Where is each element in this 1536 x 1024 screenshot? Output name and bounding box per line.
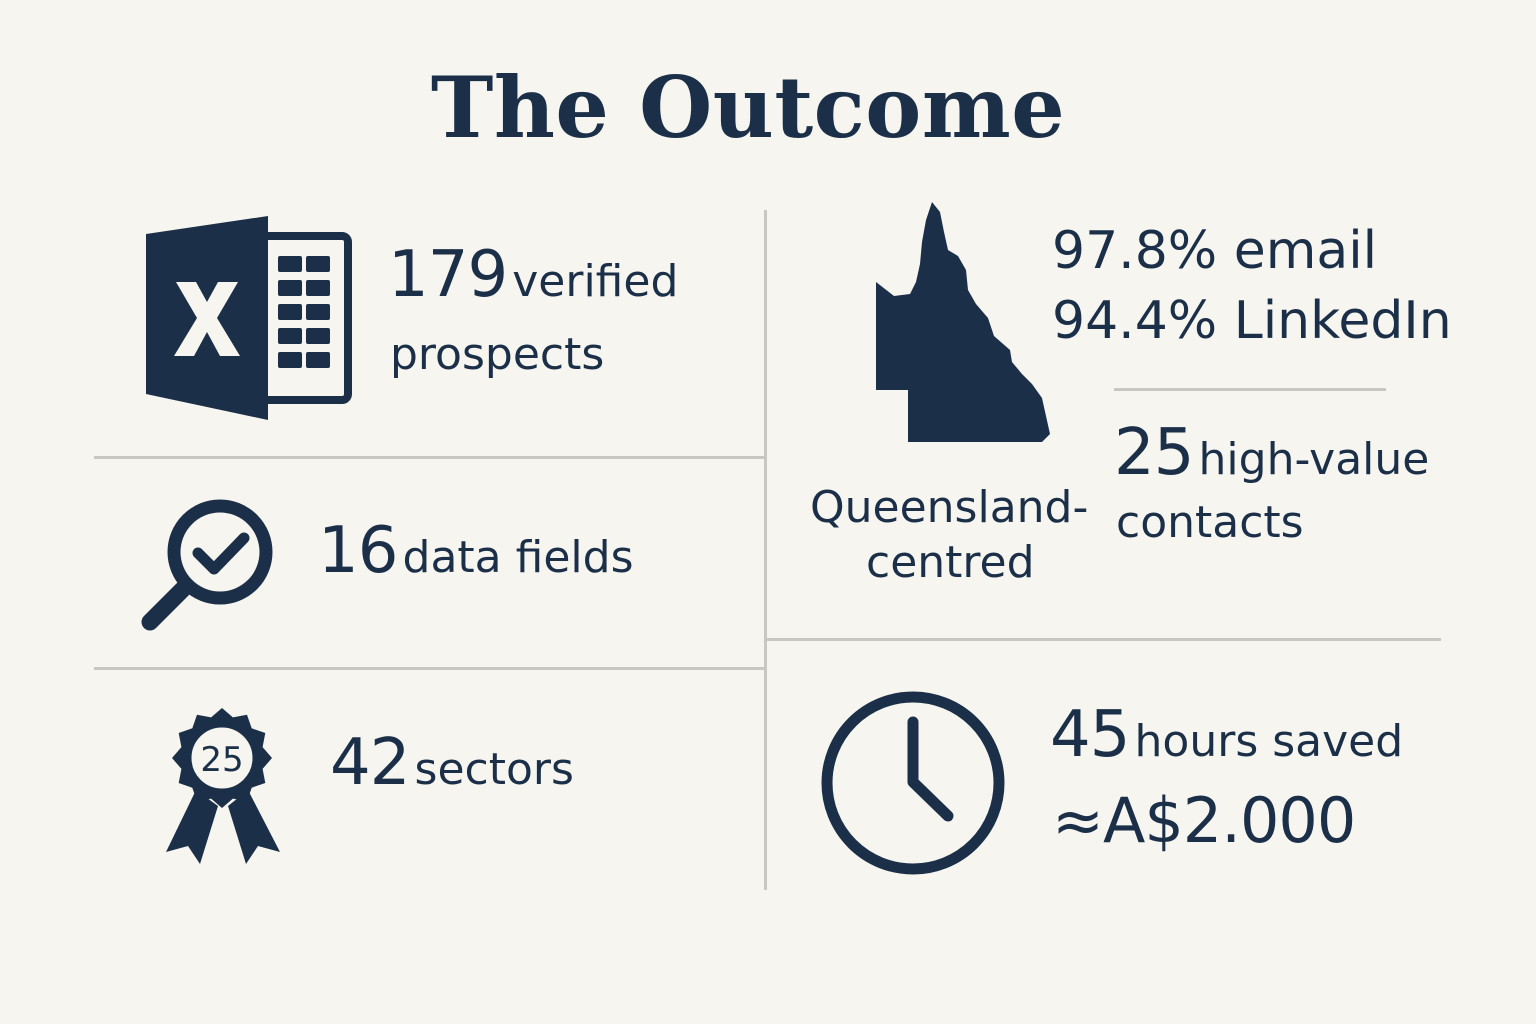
fields-label: data fields	[402, 532, 634, 583]
sectors-stat: 42 sectors	[330, 726, 574, 800]
money-saved: ≈A$2.000	[1052, 784, 1356, 857]
fields-stat: 16 data fields	[318, 514, 634, 588]
contacts-label-line1: high-value	[1198, 434, 1430, 485]
hours-label: hours saved	[1134, 716, 1404, 767]
spreadsheet-icon	[146, 216, 352, 420]
badge-number: 25	[200, 740, 243, 780]
region-label: Queensland- centred	[810, 480, 1110, 590]
fields-count: 16	[318, 514, 398, 588]
sectors-label: sectors	[414, 744, 574, 795]
prospects-label-line1: verified	[512, 256, 679, 307]
right-divider-main	[767, 638, 1441, 641]
prospects-label-line2: prospects	[390, 329, 605, 380]
prospects-count: 179	[388, 238, 508, 312]
award-ribbon-icon: 25	[166, 708, 280, 864]
right-divider-short	[1114, 388, 1386, 391]
page-title: The Outcome	[430, 58, 1066, 157]
contacts-label-line2: contacts	[1116, 497, 1304, 548]
left-divider-1	[94, 456, 764, 459]
magnifier-check-icon	[141, 499, 273, 631]
sectors-count: 42	[330, 726, 410, 800]
contacts-stat: 25 high-value	[1114, 416, 1430, 490]
vertical-divider	[764, 210, 767, 890]
contacts-count: 25	[1114, 416, 1194, 490]
clock-icon	[821, 691, 1005, 875]
left-divider-2	[94, 667, 764, 670]
region-line2: centred	[866, 537, 1035, 588]
linkedin-coverage: 94.4% LinkedIn	[1052, 291, 1452, 351]
email-coverage: 97.8% email	[1052, 221, 1378, 281]
prospects-stat: 179 verified	[388, 238, 679, 312]
queensland-map-icon	[876, 202, 1050, 442]
time-stat: 45 hours saved	[1050, 698, 1404, 772]
region-line1: Queensland-	[810, 482, 1089, 533]
hours-count: 45	[1050, 698, 1130, 772]
